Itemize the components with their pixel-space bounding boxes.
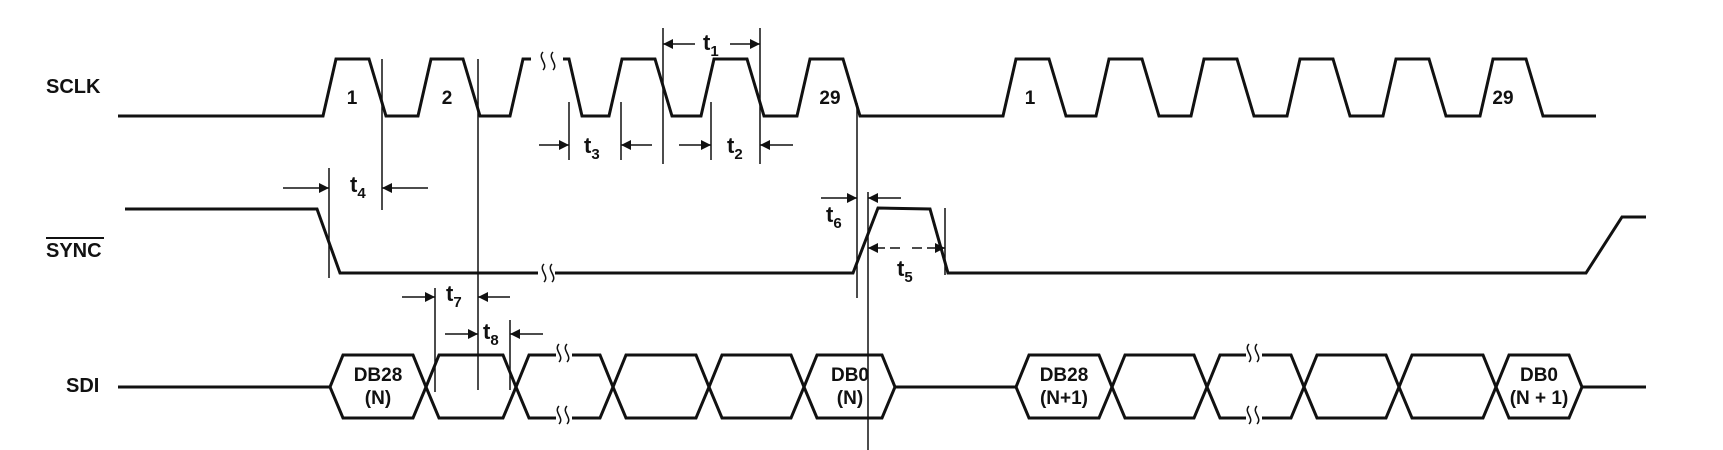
sdi-break-mark-second (1246, 343, 1260, 425)
sync-break-mark (541, 263, 555, 283)
sdi-db28-n-line2: (N) (365, 388, 391, 409)
timing-arrows (283, 39, 945, 339)
sclk-break-mark (540, 51, 556, 71)
sync-waveform-part2 (555, 206, 1646, 275)
timing-label-t2: t2 (727, 133, 743, 163)
sync-waveform-part1 (125, 207, 538, 275)
sync-label: SYNC (46, 240, 102, 262)
sdi-db0-n1-line2: (N + 1) (1510, 388, 1569, 409)
sclk-clock-29: 29 (819, 88, 840, 109)
timing-label-t1: t1 (703, 30, 719, 60)
sdi-db28-n-line1: DB28 (354, 365, 403, 386)
sdi-db0-n-line2: (N) (837, 388, 863, 409)
timing-label-t8: t8 (483, 319, 499, 349)
timing-label-t4: t4 (350, 172, 366, 202)
sclk-waveform-part2 (563, 57, 1596, 118)
timing-label-t3: t3 (584, 133, 600, 163)
sclk-clock-2: 2 (442, 88, 453, 109)
sdi-bus (118, 353, 1646, 420)
sdi-db28-n1-line2: (N+1) (1040, 388, 1088, 409)
timing-label-t7: t7 (446, 281, 462, 311)
sdi-label: SDI (66, 375, 99, 397)
sclk-label: SCLK (46, 76, 101, 98)
sclk-clock-1: 1 (347, 88, 358, 109)
timing-label-t5: t5 (897, 256, 913, 286)
sdi-db0-n-line1: DB0 (831, 365, 869, 386)
sclk-waveform-part1 (118, 57, 531, 118)
sdi-db0-n1-line1: DB0 (1520, 365, 1558, 386)
reference-lines (328, 28, 946, 450)
sclk-clock-1-second: 1 (1025, 88, 1036, 109)
timing-label-t6: t6 (826, 202, 842, 232)
sdi-break-mark (556, 343, 570, 425)
sclk-clock-29-second: 29 (1492, 88, 1513, 109)
sdi-db28-n1-line1: DB28 (1040, 365, 1089, 386)
